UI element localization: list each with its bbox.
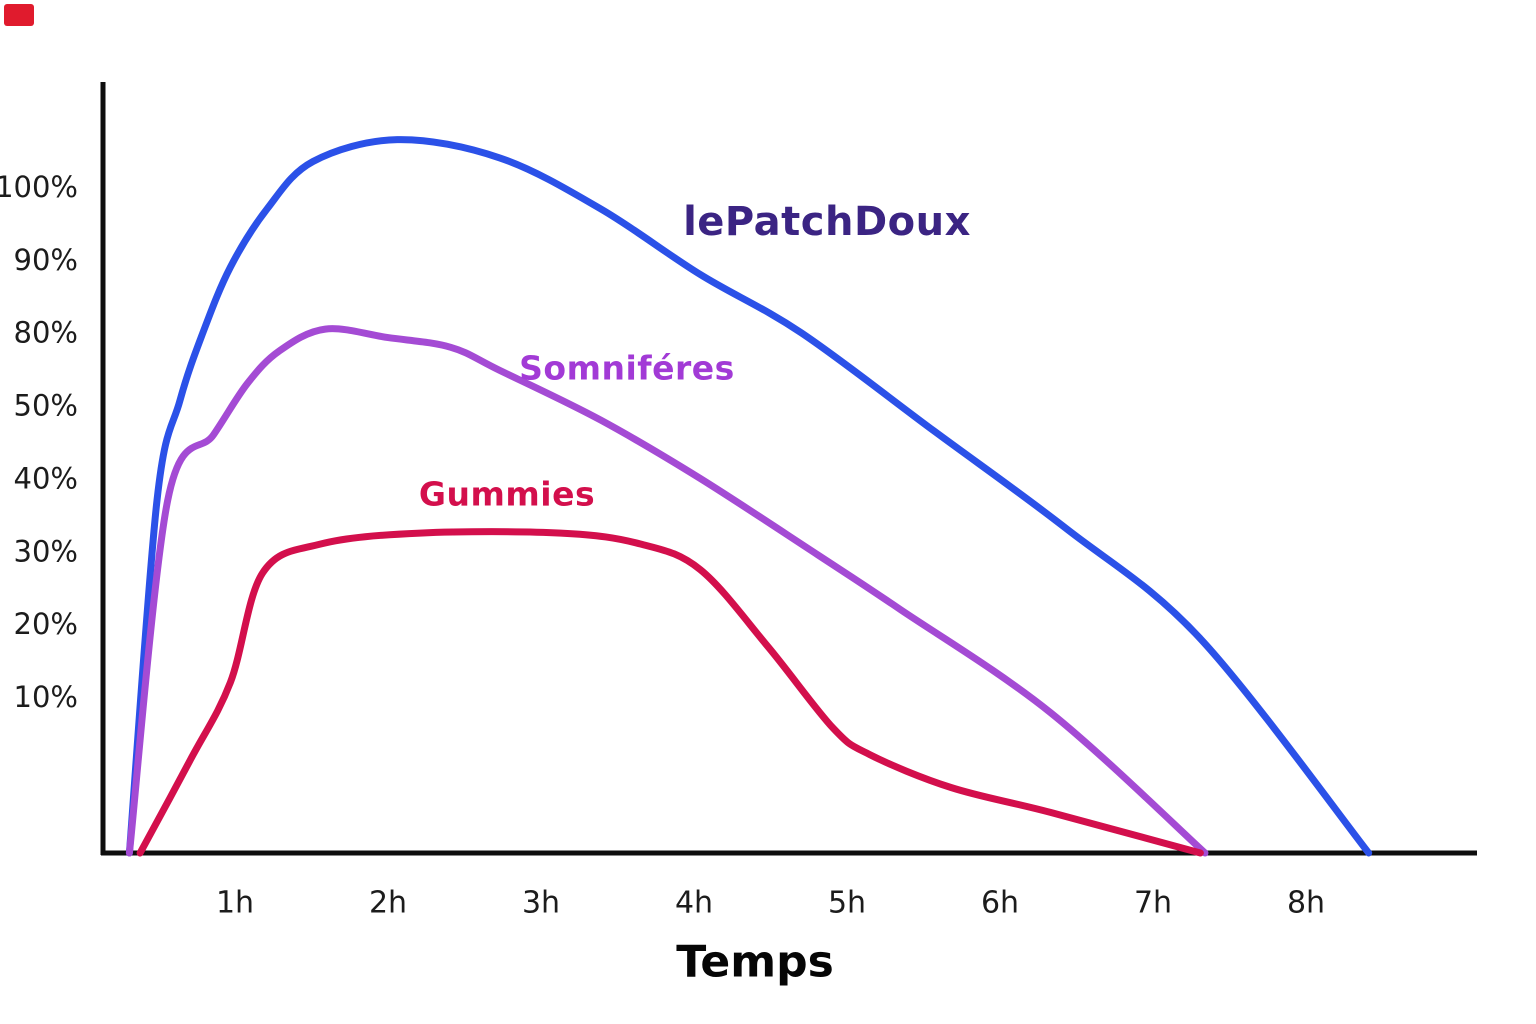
x-tick-label: 1h [216,886,254,921]
x-tick-label: 7h [1134,886,1172,921]
y-tick-label: 20% [14,607,78,641]
y-tick-label: 80% [14,316,78,350]
curve-gummies [136,528,1204,857]
series-label-somniferes: Somniféres [519,348,735,388]
y-tick-label: 30% [14,534,78,568]
x-tick-label: 8h [1287,886,1325,921]
y-tick-label: 90% [14,243,78,277]
y-tick-label: 100% [0,170,78,204]
series-label-gummies: Gummies [418,474,596,514]
corner-mark [4,4,34,26]
x-axis-title: Temps [676,936,834,988]
x-tick-label: 5h [828,886,866,921]
curve-somniféres [125,325,1209,857]
x-tick-label: 3h [522,886,560,921]
y-tick-label: 50% [14,389,78,423]
x-tick-label: 4h [675,886,713,921]
x-tick-label: 6h [981,886,1019,921]
x-tick-label: 2h [369,886,407,921]
y-tick-label: 10% [14,680,78,714]
series-label-lepatchdoux: lePatchDoux [683,199,971,245]
y-tick-label: 40% [14,461,78,495]
curve-lepatchdoux [125,136,1373,857]
